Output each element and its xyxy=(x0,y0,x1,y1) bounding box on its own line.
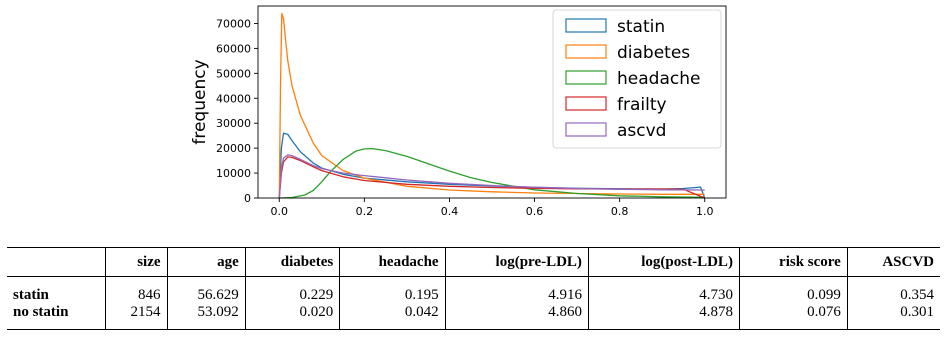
cell-age: 56.629 xyxy=(166,276,246,304)
cell-ascvd: 0.301 xyxy=(846,304,940,330)
legend-label-frailty: frailty xyxy=(617,95,667,115)
legend: statin diabetes headache frailty ascvd xyxy=(552,9,722,149)
table-header-row: size age diabetes headache log(pre-LDL) … xyxy=(7,247,940,277)
row-label: no statin xyxy=(7,304,105,330)
header-cell-size: size xyxy=(104,247,168,277)
header-cell-row-label xyxy=(7,247,105,277)
table-row-no-statin: no statin 2154 53.092 0.020 0.042 4.860 … xyxy=(7,304,940,330)
legend-label-headache: headache xyxy=(617,69,700,89)
y-axis-label: frequency xyxy=(190,59,210,144)
cell-log-pre-ldl: 4.916 xyxy=(444,276,589,304)
x-tick-label: 0.2 xyxy=(356,205,374,218)
header-cell-diabetes: diabetes xyxy=(244,247,340,277)
x-axis: 0.0 0.2 0.4 0.6 0.8 1.0 xyxy=(271,198,714,218)
y-tick-label: 30000 xyxy=(216,117,251,130)
y-tick-label: 0 xyxy=(244,192,251,205)
header-cell-log-post-ldl: log(post-LDL) xyxy=(587,247,740,277)
cell-diabetes: 0.020 xyxy=(244,304,340,330)
x-tick-label: 1.0 xyxy=(696,205,714,218)
cell-size: 846 xyxy=(104,276,168,304)
x-tick-label: 0.0 xyxy=(271,205,289,218)
plot-lines xyxy=(278,12,706,199)
legend-label-diabetes: diabetes xyxy=(617,43,690,63)
y-tick-label: 60000 xyxy=(216,42,251,55)
header-cell-risk-score: risk score xyxy=(738,247,848,277)
y-axis: 0 10000 20000 30000 40000 50000 60000 70000 xyxy=(216,17,258,205)
cell-diabetes: 0.229 xyxy=(244,276,340,304)
row-label: statin xyxy=(13,287,49,303)
series-line-headache xyxy=(279,147,705,199)
axes-frame xyxy=(257,5,727,199)
x-tick-label: 0.8 xyxy=(611,205,629,218)
cell-risk-score: 0.076 xyxy=(738,304,848,330)
y-tick-label: 50000 xyxy=(216,67,251,80)
header-cell-age: age xyxy=(166,247,246,277)
frequency-chart: 0.0 0.2 0.4 0.6 0.8 1.0 0 10000 20000 30000 40000… xyxy=(190,5,727,218)
chart-canvas: 0.0 0.2 0.4 0.6 0.8 1.0 0 10000 20000 30000 40000… xyxy=(190,5,727,218)
cell-headache: 0.042 xyxy=(339,304,446,330)
cell-age: 53.092 xyxy=(166,304,246,330)
y-tick-label: 70000 xyxy=(216,17,251,30)
header-cell-ascvd: ASCVD xyxy=(846,247,940,277)
x-tick-label: 0.6 xyxy=(526,205,544,218)
cell-log-post-ldl: 4.730 xyxy=(587,276,740,304)
summary-table-wrap: size age diabetes headache log(pre-LDL) … xyxy=(7,247,940,330)
cell-log-post-ldl: 4.878 xyxy=(587,304,740,330)
y-tick-label: 40000 xyxy=(216,92,251,105)
legend-swatch-headache xyxy=(565,70,607,85)
legend-swatch-statin xyxy=(565,18,607,33)
cell-risk-score: 0.099 xyxy=(738,276,848,304)
header-cell-log-pre-ldl: log(pre-LDL) xyxy=(444,247,589,277)
cell-log-pre-ldl: 4.860 xyxy=(444,304,589,330)
legend-swatch-frailty xyxy=(565,96,607,111)
cell-headache: 0.195 xyxy=(339,276,446,304)
table-row-statin: statin 846 56.629 0.229 0.195 4.916 4.73… xyxy=(7,276,940,304)
legend-label-statin: statin xyxy=(617,17,665,37)
legend-label-ascvd: ascvd xyxy=(617,121,666,141)
cell-size: 2154 xyxy=(104,304,168,330)
y-tick-label: 10000 xyxy=(216,167,251,180)
legend-swatch-diabetes xyxy=(565,44,607,59)
y-tick-label: 20000 xyxy=(216,142,251,155)
x-tick-label: 0.4 xyxy=(441,205,459,218)
legend-swatch-ascvd xyxy=(565,122,607,137)
series-line-ascvd xyxy=(278,154,705,199)
header-cell-headache: headache xyxy=(339,247,446,277)
summary-table: size age diabetes headache log(pre-LDL) … xyxy=(7,247,940,330)
cell-ascvd: 0.354 xyxy=(846,276,940,304)
